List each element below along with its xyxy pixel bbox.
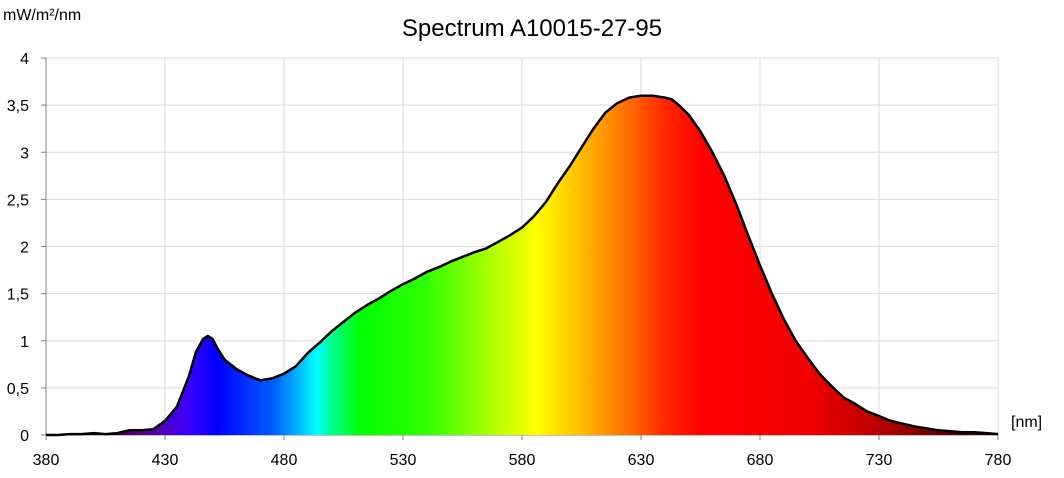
series-layer: [46, 94, 999, 437]
x-tick-label: 730: [866, 452, 893, 469]
y-tick-label: 1,5: [7, 287, 29, 304]
y-tick-label: 3,5: [7, 98, 29, 115]
y-tick-label: 2,5: [7, 192, 29, 209]
x-tick-label: 530: [390, 452, 417, 469]
x-tick-label: 430: [152, 452, 179, 469]
y-tick-label: 0: [20, 428, 29, 445]
x-tick-label: 680: [747, 452, 774, 469]
y-tick-label: 2: [20, 240, 29, 257]
y-tick-label: 3: [20, 145, 29, 162]
x-axis-unit: [nm]: [1011, 414, 1042, 431]
y-tick-label: 1: [20, 334, 29, 351]
y-axis-ticks: 0 0,5 1 1,5 2 2,5 3 3,5 4: [7, 51, 46, 445]
x-axis-ticks: 380 430 480 530 580 630 680 730 780: [33, 435, 1012, 469]
y-axis-unit: mW/m²/nm: [3, 7, 81, 24]
x-tick-label: 780: [985, 452, 1012, 469]
spectrum-area-fill: [46, 95, 998, 435]
x-tick-label: 580: [509, 452, 536, 469]
x-tick-label: 630: [628, 452, 655, 469]
x-tick-label: 380: [33, 452, 60, 469]
x-tick-label: 480: [271, 452, 298, 469]
spectrum-line: [46, 94, 999, 437]
chart-title: Spectrum A10015-27-95: [402, 15, 662, 42]
y-tick-label: 4: [20, 51, 29, 68]
y-tick-label: 0,5: [7, 381, 29, 398]
